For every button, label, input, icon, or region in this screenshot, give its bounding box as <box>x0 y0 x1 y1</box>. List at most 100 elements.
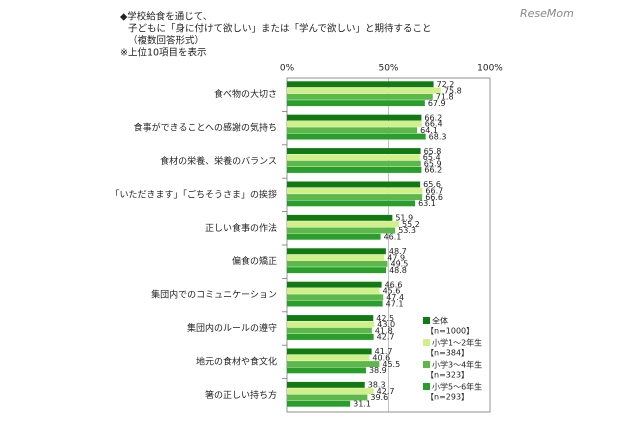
value-label: 65.8 <box>424 147 442 156</box>
legend-label: 【n=293】 <box>426 393 469 402</box>
bar <box>287 148 421 154</box>
value-label: 66.4 <box>425 120 443 129</box>
chart-title: （複数回答形式） <box>128 35 204 47</box>
bar <box>287 214 393 221</box>
y-tick-label: 集団内でのコミュニケーション <box>151 289 277 301</box>
value-label: 48.7 <box>389 247 407 256</box>
value-label: 48.8 <box>389 266 407 275</box>
bar <box>287 281 382 288</box>
legend-label: 全体 <box>432 316 448 326</box>
legend-label: 【n=1000】 <box>426 327 474 336</box>
value-label: 64.1 <box>420 126 438 135</box>
x-tick-label: 0% <box>280 64 295 74</box>
value-label: 65.9 <box>424 159 442 168</box>
bar <box>287 400 351 407</box>
bar <box>287 288 380 294</box>
value-label: 43.0 <box>377 320 395 329</box>
value-label: 63.1 <box>418 199 436 208</box>
bar <box>287 267 387 274</box>
bar <box>287 381 365 388</box>
chart-title: ◆学校給食を通じて、 <box>120 11 212 23</box>
value-label: 46.1 <box>384 232 402 241</box>
value-label: 41.8 <box>375 326 393 335</box>
watermark: ReseMom <box>520 7 574 20</box>
bar <box>287 227 396 234</box>
value-label: 40.6 <box>372 353 390 362</box>
value-label: 55.2 <box>402 220 420 229</box>
bar <box>287 127 418 134</box>
value-label: 67.9 <box>428 99 446 108</box>
value-label: 46.6 <box>385 280 403 289</box>
value-label: 42.7 <box>377 387 395 396</box>
value-label: 39.6 <box>370 393 388 402</box>
bar <box>287 114 422 121</box>
bar <box>287 187 423 194</box>
legend-swatch <box>423 317 430 324</box>
value-label: 38.9 <box>369 366 387 375</box>
bar <box>287 121 422 127</box>
value-label: 66.2 <box>424 166 442 175</box>
bar <box>287 93 433 100</box>
bar <box>287 300 383 307</box>
y-tick-label: 地元の食材や食文化 <box>196 355 277 367</box>
bar <box>287 334 374 340</box>
bar <box>287 388 374 395</box>
y-tick-label: 「いただきます」「ごちそうさま」の挨拶 <box>110 188 277 200</box>
value-label: 47.9 <box>387 253 405 262</box>
value-label: 75.8 <box>444 86 462 95</box>
x-tick-label: 100% <box>477 64 503 74</box>
value-label: 53.3 <box>398 226 416 235</box>
chart-title: ※上位10項目を表示 <box>120 47 207 59</box>
value-label: 45.6 <box>383 287 401 296</box>
legend-swatch <box>423 361 430 368</box>
bar <box>287 81 434 88</box>
bar <box>287 327 372 334</box>
bar <box>287 348 372 355</box>
y-tick-label: 正しい食事の作法 <box>205 222 277 234</box>
value-label: 66.7 <box>425 186 443 195</box>
y-tick-label: 箸の正しい持ち方 <box>205 389 277 401</box>
legend-label: 小学5～6年生 <box>432 382 482 392</box>
value-label: 66.2 <box>424 113 442 122</box>
bar <box>287 87 441 94</box>
x-tick-label: 50% <box>378 64 398 74</box>
legend-label: 小学3～4年生 <box>432 360 482 370</box>
bar <box>287 167 422 173</box>
value-label: 71.8 <box>436 93 454 102</box>
value-label: 68.3 <box>429 132 447 141</box>
bar <box>287 367 366 374</box>
value-label: 51.9 <box>395 214 413 223</box>
bar <box>287 160 421 167</box>
value-label: 65.6 <box>423 180 441 189</box>
bar <box>287 315 374 321</box>
value-label: 65.4 <box>423 153 441 162</box>
value-label: 38.3 <box>368 381 386 390</box>
value-label: 47.1 <box>386 299 404 308</box>
bar <box>287 100 425 107</box>
value-label: 45.5 <box>382 360 400 369</box>
chart-title: 子どもに「身に付けて欲しい」または「学んで欲しい」と期待すること <box>128 23 432 35</box>
bar <box>287 394 368 401</box>
bar <box>287 200 416 207</box>
bar <box>287 221 400 228</box>
bar <box>287 361 380 367</box>
legend-swatch <box>423 339 430 346</box>
value-label: 49.5 <box>390 260 408 269</box>
legend-label: 【n=323】 <box>426 371 469 380</box>
value-label: 42.5 <box>376 314 394 323</box>
value-label: 31.1 <box>353 399 371 408</box>
bar <box>287 321 375 328</box>
y-tick-label: 集団内のルールの遵守 <box>187 322 277 334</box>
y-tick-label: 偏食の矯正 <box>232 255 277 267</box>
bar <box>287 133 426 140</box>
value-label: 42.7 <box>377 333 395 342</box>
bar <box>287 233 381 240</box>
value-label: 47.4 <box>386 293 404 302</box>
y-tick-label: 食事ができることへの感謝の気持ち <box>134 122 277 134</box>
bar <box>287 194 423 200</box>
legend-label: 【n=384】 <box>426 349 469 358</box>
bar <box>287 181 421 188</box>
bar <box>287 294 384 301</box>
